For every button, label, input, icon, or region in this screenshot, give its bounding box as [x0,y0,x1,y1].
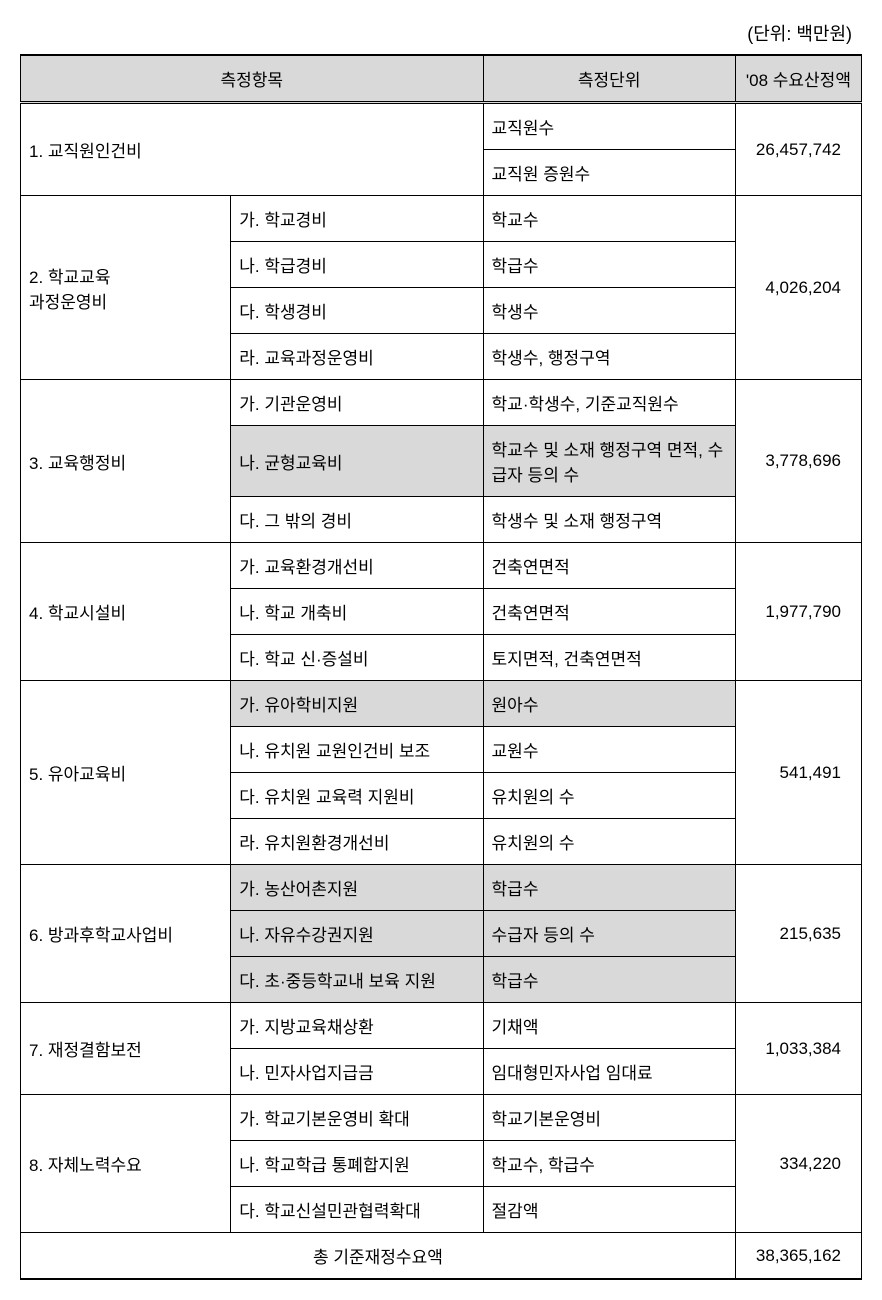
cell-item: 1. 교직원인건비 [21,103,484,196]
cell-sub: 다. 그 밖의 경비 [231,497,483,543]
header-amount: '08 수요산정액 [735,55,861,103]
cell-unit: 수급자 등의 수 [483,911,735,957]
cell-unit: 학생수 [483,288,735,334]
cell-unit: 교직원수 [483,103,735,150]
cell-sub: 라. 유치원환경개선비 [231,819,483,865]
cell-amount: 26,457,742 [735,103,861,196]
cell-amount: 215,635 [735,865,861,1003]
cell-unit: 기채액 [483,1003,735,1049]
cell-sub: 가. 유아학비지원 [231,681,483,727]
cell-unit: 토지면적, 건축연면적 [483,635,735,681]
cell-sub: 다. 유치원 교육력 지원비 [231,773,483,819]
cell-unit: 학급수 [483,242,735,288]
cell-item: 5. 유아교육비 [21,681,231,865]
budget-table: 측정항목 측정단위 '08 수요산정액 1. 교직원인건비 교직원수 26,45… [20,54,862,1280]
cell-unit: 임대형민자사업 임대료 [483,1049,735,1095]
cell-amount: 4,026,204 [735,196,861,380]
cell-amount: 1,977,790 [735,543,861,681]
cell-unit: 학교기본운영비 [483,1095,735,1141]
cell-sub: 나. 민자사업지급금 [231,1049,483,1095]
cell-sub: 나. 균형교육비 [231,426,483,497]
cell-unit: 교원수 [483,727,735,773]
cell-item: 8. 자체노력수요 [21,1095,231,1233]
unit-label: (단위: 백만원) [20,20,862,46]
cell-sub: 라. 교육과정운영비 [231,334,483,380]
cell-item: 6. 방과후학교사업비 [21,865,231,1003]
cell-sub: 다. 학생경비 [231,288,483,334]
cell-item: 3. 교육행정비 [21,380,231,543]
cell-unit: 건축연면적 [483,543,735,589]
cell-unit: 학교·학생수, 기준교직원수 [483,380,735,426]
cell-amount: 334,220 [735,1095,861,1233]
cell-unit: 학급수 [483,865,735,911]
cell-sub: 나. 학교학급 통폐합지원 [231,1141,483,1187]
cell-sub: 가. 학교경비 [231,196,483,242]
cell-sub: 가. 지방교육채상환 [231,1003,483,1049]
header-unit: 측정단위 [483,55,735,103]
cell-amount: 1,033,384 [735,1003,861,1095]
cell-unit: 원아수 [483,681,735,727]
cell-sub: 가. 농산어촌지원 [231,865,483,911]
cell-sub: 다. 초·중등학교내 보육 지원 [231,957,483,1003]
cell-unit: 학급수 [483,957,735,1003]
cell-unit: 학교수 [483,196,735,242]
cell-unit: 유치원의 수 [483,773,735,819]
cell-unit: 교직원 증원수 [483,150,735,196]
cell-item: 4. 학교시설비 [21,543,231,681]
cell-sub: 나. 학교 개축비 [231,589,483,635]
cell-sub: 나. 자유수강권지원 [231,911,483,957]
cell-amount: 3,778,696 [735,380,861,543]
cell-sub: 나. 학급경비 [231,242,483,288]
cell-unit: 학교수 및 소재 행정구역 면적, 수급자 등의 수 [483,426,735,497]
cell-unit: 학생수, 행정구역 [483,334,735,380]
cell-unit: 유치원의 수 [483,819,735,865]
cell-sub: 나. 유치원 교원인건비 보조 [231,727,483,773]
cell-unit: 학교수, 학급수 [483,1141,735,1187]
cell-unit: 학생수 및 소재 행정구역 [483,497,735,543]
cell-sub: 가. 학교기본운영비 확대 [231,1095,483,1141]
cell-unit: 건축연면적 [483,589,735,635]
cell-item: 7. 재정결함보전 [21,1003,231,1095]
cell-sub: 가. 기관운영비 [231,380,483,426]
cell-amount: 541,491 [735,681,861,865]
cell-total-label: 총 기준재정수요액 [21,1233,736,1280]
header-item: 측정항목 [21,55,484,103]
cell-item: 2. 학교교육 과정운영비 [21,196,231,380]
cell-sub: 다. 학교 신·증설비 [231,635,483,681]
cell-sub: 가. 교육환경개선비 [231,543,483,589]
cell-total-amount: 38,365,162 [735,1233,861,1280]
